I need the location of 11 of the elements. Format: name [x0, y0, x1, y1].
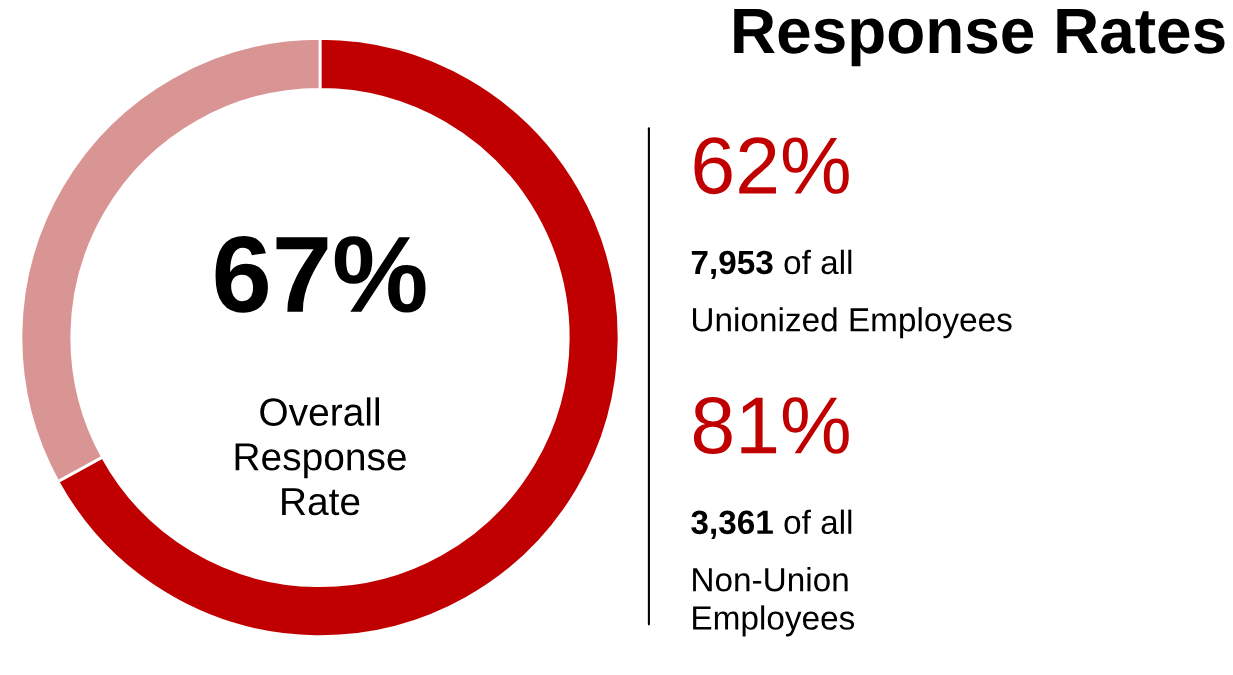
text: Overall Response Rate [235, 397, 406, 516]
text: Non-Union Employees [693, 567, 855, 637]
text: 3,361 [691, 510, 773, 539]
text: of all [784, 249, 852, 275]
text: 62% [694, 137, 849, 195]
text: of all [784, 509, 852, 535]
text: Response Rates [734, 9, 1225, 67]
text: Unionized Employees [692, 307, 1012, 339]
text: 7,953 [691, 250, 773, 280]
text: 81% [693, 397, 849, 455]
text: 67% [215, 236, 426, 313]
